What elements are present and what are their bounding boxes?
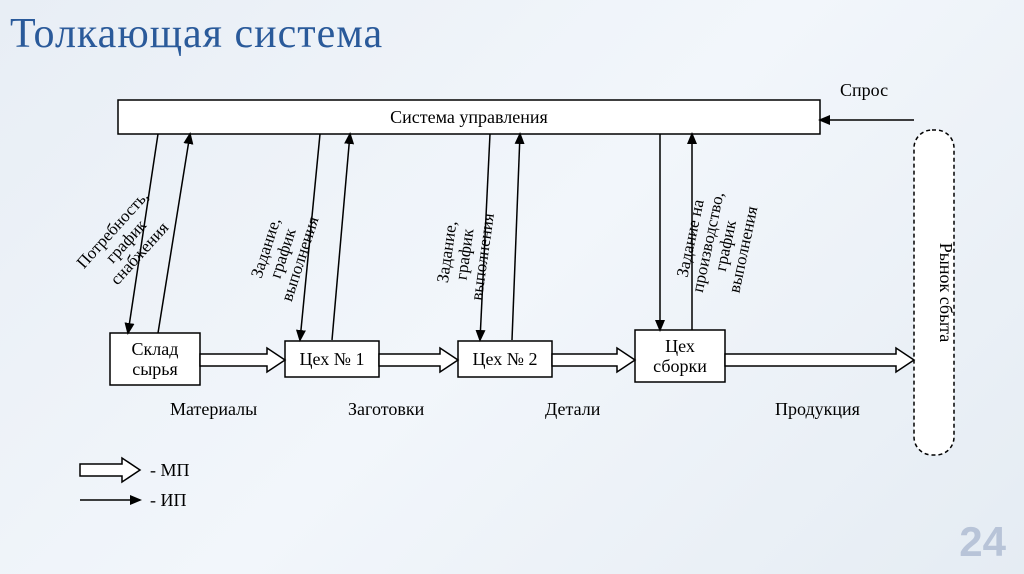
svg-text:Цех № 1: Цех № 1: [300, 349, 365, 369]
flow-arrow: [379, 348, 458, 372]
svg-text:Детали: Детали: [545, 399, 601, 419]
svg-text:Спрос: Спрос: [840, 80, 888, 100]
flow-arrow: [552, 348, 635, 372]
svg-text:Продукция: Продукция: [775, 399, 860, 419]
diagram-svg: Система управленияСпросРынок сбытаСкладс…: [0, 0, 1024, 574]
flow-arrow: [725, 348, 914, 372]
svg-text:- МП: - МП: [150, 460, 190, 480]
svg-text:сырья: сырья: [132, 359, 178, 379]
svg-text:Заготовки: Заготовки: [348, 399, 425, 419]
svg-text:Рынок сбыта: Рынок сбыта: [936, 243, 956, 343]
flow-arrow: [80, 458, 140, 482]
svg-text:Материалы: Материалы: [170, 399, 257, 419]
svg-text:Цех № 2: Цех № 2: [473, 349, 538, 369]
slide: Толкающая система 24 Система управленияС…: [0, 0, 1024, 574]
svg-text:Цех: Цех: [665, 336, 695, 356]
control-up-arrow: [332, 134, 350, 340]
svg-text:Склад: Склад: [132, 339, 179, 359]
svg-text:сборки: сборки: [653, 356, 707, 376]
control-up-arrow: [512, 134, 520, 340]
svg-text:- ИП: - ИП: [150, 490, 187, 510]
svg-text:Система управления: Система управления: [390, 107, 548, 127]
flow-arrow: [200, 348, 285, 372]
